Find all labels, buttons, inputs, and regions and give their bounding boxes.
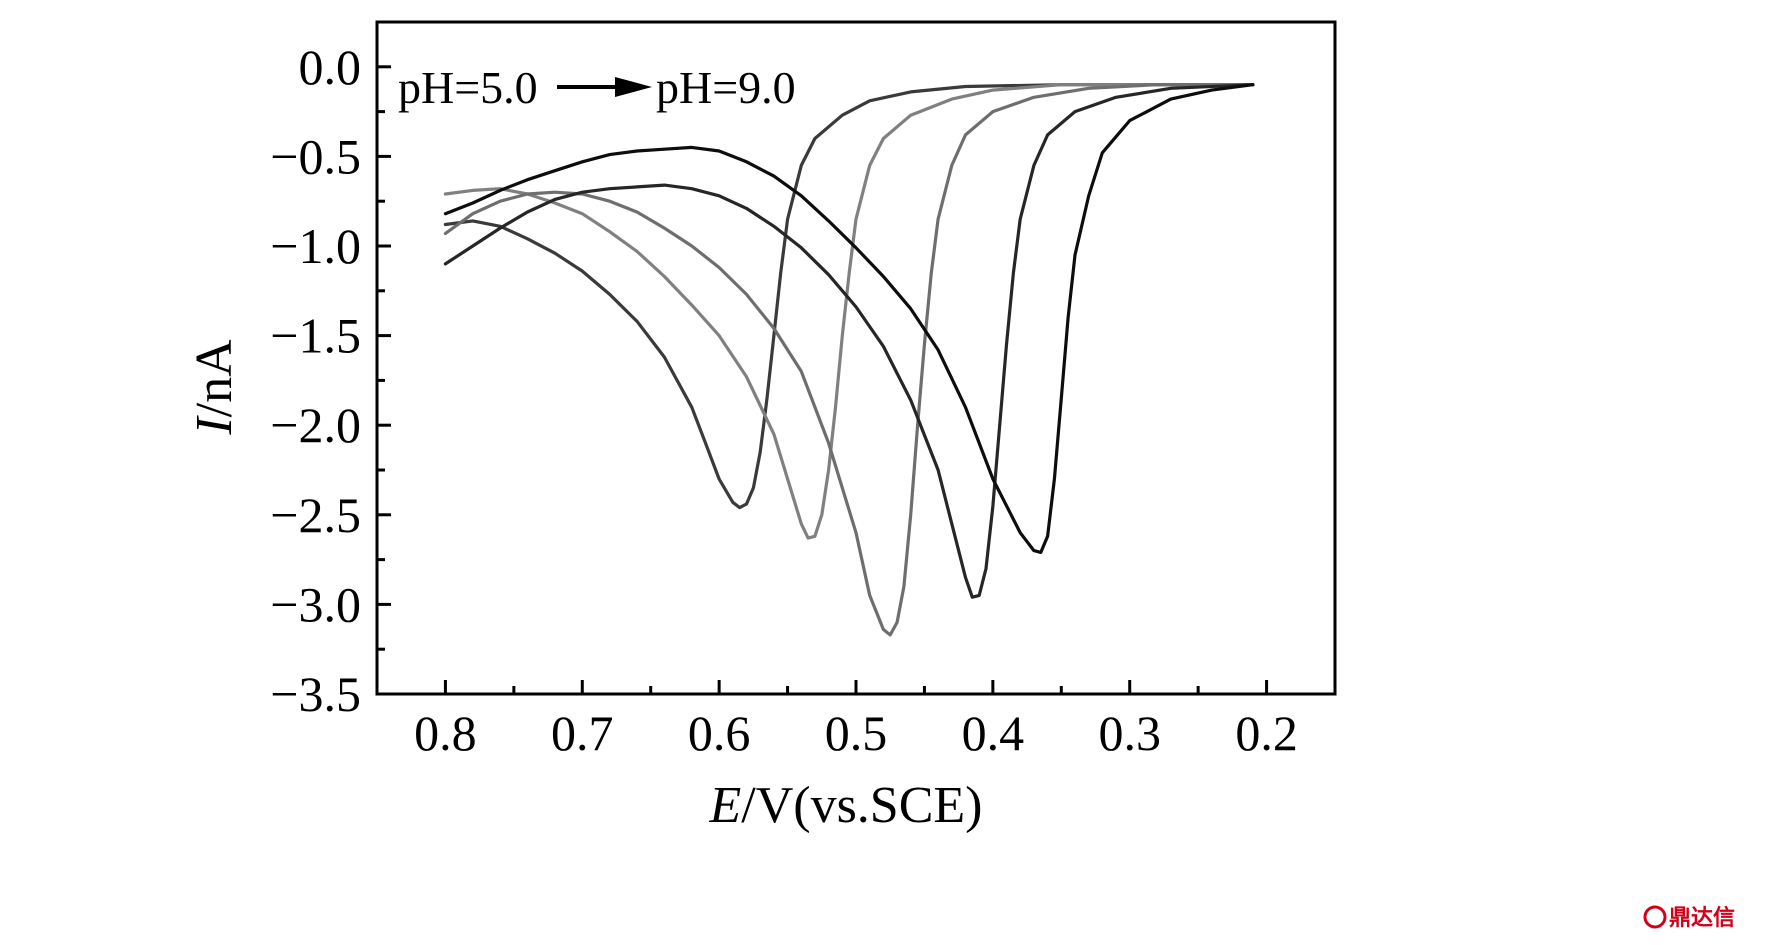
x-tick-label: 0.6: [688, 705, 751, 761]
annotation-from: pH=5.0: [398, 62, 538, 113]
series-line-2: [443, 83, 1255, 540]
y-tick-label: 0.0: [299, 39, 362, 95]
x-axis-title-rest: /V(vs.SCE): [741, 777, 982, 834]
y-axis-title: I/nA: [186, 339, 243, 436]
series-line-3: [443, 83, 1255, 637]
curves-group: [443, 83, 1255, 637]
x-tick-label: 0.4: [962, 705, 1025, 761]
series-line-5: [443, 83, 1255, 554]
x-axis-ticks: 0.8 0.7 0.6 0.5 0.4 0.3 0.2: [414, 680, 1298, 761]
y-axis-ticks: 0.0 −0.5 −1.0 −1.5 −2.0 −2.5 −3.0 −3.5: [270, 39, 391, 722]
annotation-to: pH=9.0: [656, 62, 796, 113]
x-axis-title-italic: E: [708, 777, 741, 834]
annotation-arrow-head: [615, 77, 652, 97]
y-tick-label: −1.0: [270, 218, 361, 274]
series-line-1: [443, 83, 1255, 510]
watermark-text: 鼎达信: [1669, 905, 1735, 931]
x-tick-label: 0.2: [1235, 705, 1298, 761]
y-tick-label: −2.5: [270, 487, 361, 543]
y-tick-label: −3.0: [270, 576, 361, 632]
x-axis-title: E/V(vs.SCE): [708, 777, 982, 834]
x-tick-label: 0.7: [551, 705, 614, 761]
series-line-4: [443, 83, 1255, 599]
ph-annotation: pH=5.0 pH=9.0: [398, 62, 796, 113]
y-tick-label: −0.5: [270, 128, 361, 184]
x-tick-label: 0.3: [1098, 705, 1161, 761]
y-tick-label: −1.5: [270, 308, 361, 364]
watermark: 鼎达信: [1643, 905, 1735, 931]
x-tick-label: 0.8: [414, 705, 477, 761]
x-tick-label: 0.5: [825, 705, 888, 761]
y-axis-title-rest: /nA: [186, 339, 243, 417]
y-axis-title-italic: I: [186, 415, 243, 436]
y-tick-label: −3.5: [270, 666, 361, 722]
y-tick-label: −2.0: [270, 397, 361, 453]
watermark-logo-icon: [1643, 905, 1667, 929]
